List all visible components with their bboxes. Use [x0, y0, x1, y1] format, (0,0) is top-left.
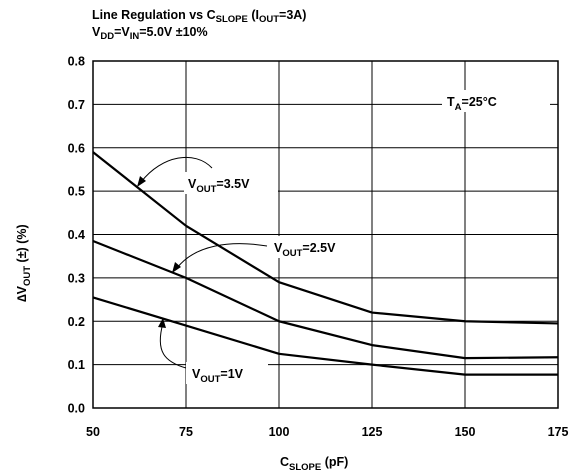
label-bg-2-5v	[270, 236, 364, 258]
y-tick-label: 0.7	[68, 98, 85, 112]
arrow-heads	[137, 176, 181, 328]
label-bg-1v	[186, 362, 268, 384]
y-tick-label: 0.0	[68, 402, 85, 416]
x-tick-label: 150	[455, 425, 476, 439]
x-tick-label: 100	[269, 425, 290, 439]
y-axis-label: ∆VOUT (±) (%)	[15, 224, 33, 302]
chart-title: Line Regulation vs CSLOPE (IOUT=3A)	[92, 8, 307, 25]
annotation-arrows	[140, 156, 268, 369]
y-tick-label: 0.8	[68, 55, 85, 69]
x-tick-label: 50	[86, 425, 100, 439]
series-label-3-5v: VOUT=3.5V	[188, 177, 250, 195]
arrow-2-5v	[176, 243, 268, 269]
x-tick-label: 125	[362, 425, 383, 439]
y-tick-label: 0.2	[68, 315, 85, 329]
label-bg-3-5v	[184, 172, 278, 194]
condition-label: TA=25°C	[447, 95, 497, 113]
y-tick-label: 0.6	[68, 141, 85, 155]
series-line-2-5v	[92, 239, 559, 360]
x-tick-label: 75	[179, 425, 193, 439]
chart-subtitle: VDD=VIN=5.0V ±10%	[92, 25, 208, 42]
arrow-head-3-5v	[137, 176, 146, 187]
arrow-1v	[159, 322, 187, 369]
series-lines	[92, 151, 559, 376]
series-label-1v: VOUT=1V	[192, 367, 244, 385]
y-tick-label: 0.5	[68, 185, 85, 199]
x-axis-label: CSLOPE (pF)	[280, 455, 348, 473]
series-line-3-5v	[92, 151, 559, 325]
condition-background	[442, 90, 550, 112]
y-tick-label: 0.3	[68, 271, 85, 285]
arrow-head-1v	[158, 318, 166, 328]
arrow-head-2-5v	[172, 262, 181, 273]
series-label-2-5v: VOUT=2.5V	[274, 241, 336, 259]
plot-frame	[92, 60, 559, 409]
x-tick-labels: 50 75 100 125 150 175	[86, 425, 568, 439]
grid	[93, 61, 558, 408]
arrow-3-5v	[140, 156, 213, 183]
series-line-1v	[92, 296, 558, 376]
x-tick-label: 175	[548, 425, 569, 439]
y-tick-label: 0.1	[68, 358, 85, 372]
y-tick-labels: 0.0 0.1 0.2 0.3 0.4 0.5 0.6 0.7 0.8	[68, 55, 85, 416]
y-tick-label: 0.4	[68, 228, 85, 242]
